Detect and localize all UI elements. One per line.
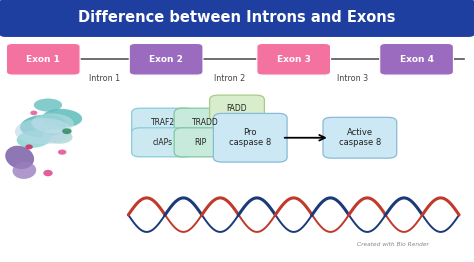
Text: Exon 4: Exon 4 (400, 55, 434, 64)
Text: Active
caspase 8: Active caspase 8 (339, 128, 381, 148)
Ellipse shape (31, 113, 74, 133)
Ellipse shape (15, 118, 72, 144)
Text: RIP: RIP (194, 138, 207, 147)
Ellipse shape (42, 129, 73, 144)
Text: Exon 2: Exon 2 (149, 55, 183, 64)
Text: Intron 2: Intron 2 (214, 74, 246, 83)
Ellipse shape (58, 150, 66, 155)
FancyBboxPatch shape (174, 128, 227, 157)
FancyBboxPatch shape (129, 43, 203, 75)
FancyBboxPatch shape (380, 43, 454, 75)
FancyBboxPatch shape (213, 113, 287, 162)
Ellipse shape (25, 144, 33, 149)
Text: Exon 1: Exon 1 (27, 55, 60, 64)
Ellipse shape (43, 170, 53, 176)
FancyBboxPatch shape (323, 117, 397, 158)
Ellipse shape (12, 162, 36, 179)
FancyBboxPatch shape (0, 0, 474, 36)
Ellipse shape (30, 111, 37, 115)
Text: Intron 1: Intron 1 (89, 74, 120, 83)
Ellipse shape (62, 128, 72, 134)
FancyBboxPatch shape (132, 128, 193, 157)
FancyBboxPatch shape (174, 108, 236, 137)
FancyBboxPatch shape (7, 43, 80, 75)
Ellipse shape (5, 146, 34, 169)
Ellipse shape (42, 109, 82, 127)
Text: FADD: FADD (227, 104, 247, 113)
Ellipse shape (20, 114, 66, 137)
Text: Exon 3: Exon 3 (277, 55, 310, 64)
Ellipse shape (17, 130, 51, 148)
Text: TRADD: TRADD (191, 118, 219, 127)
Text: Pro
caspase 8: Pro caspase 8 (229, 128, 271, 148)
Ellipse shape (34, 99, 62, 112)
Text: cIAPs: cIAPs (153, 138, 173, 147)
Text: Difference between Introns and Exons: Difference between Introns and Exons (78, 10, 396, 25)
FancyBboxPatch shape (210, 95, 264, 122)
Text: Created with Bio Render: Created with Bio Render (357, 243, 429, 248)
FancyBboxPatch shape (257, 43, 330, 75)
Text: TRAF2: TRAF2 (151, 118, 174, 127)
Text: Intron 3: Intron 3 (337, 74, 368, 83)
FancyBboxPatch shape (132, 108, 193, 137)
